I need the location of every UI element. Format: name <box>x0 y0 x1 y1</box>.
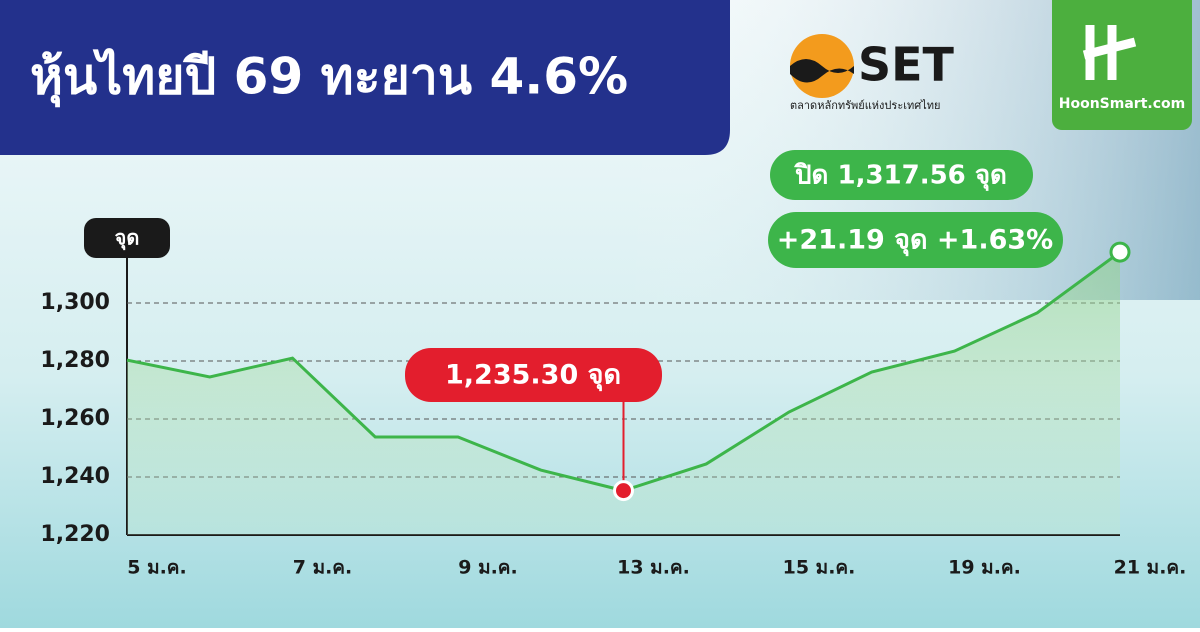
set-logo: SET ตลาดหลักทรัพย์แห่งประเทศไทย <box>790 34 955 112</box>
y-label-box <box>84 218 170 258</box>
x-tick-label: 5 ม.ค. <box>127 557 187 579</box>
title-banner <box>0 0 730 155</box>
site-logo-mark <box>1082 25 1137 80</box>
y-tick-label: 1,280 <box>40 348 110 373</box>
x-tick-label: 7 ม.ค. <box>293 557 353 579</box>
value-label: 1,235.30 จุด <box>445 360 621 392</box>
set-logo-caption: ตลาดหลักทรัพย์แห่งประเทศไทย <box>790 99 940 112</box>
value-label-box <box>770 150 1033 200</box>
value-label: ปิด 1,317.56 จุด <box>794 161 1007 192</box>
x-tick-label: 9 ม.ค. <box>458 557 518 579</box>
annotation: +21.19 จุด +1.63% <box>777 225 1053 257</box>
annotation-box <box>768 212 1063 268</box>
point <box>613 480 634 502</box>
y-tick-label: 1,300 <box>40 290 110 315</box>
y-tick-label: 1,220 <box>40 522 110 547</box>
site-logo-text: HoonSmart.com <box>1059 96 1185 112</box>
x-tick-label: 21 ม.ค. <box>1114 557 1187 579</box>
y-tick-label: 1,260 <box>40 406 110 431</box>
set-logo-text: SET <box>858 38 955 92</box>
x-tick-label: 13 ม.ค. <box>617 557 690 579</box>
x-tick-label: 19 ม.ค. <box>948 557 1021 579</box>
set-logo-wave <box>790 59 854 83</box>
line-area <box>127 252 1120 536</box>
value-label-box <box>405 348 662 402</box>
x-tick-label: 15 ม.ค. <box>783 557 856 579</box>
point <box>1109 241 1131 263</box>
y-label: จุด <box>115 226 140 251</box>
y-tick-label: 1,240 <box>40 464 110 489</box>
title: หุ้นไทยปี 69 ทะยาน 4.6% <box>30 48 628 108</box>
site-logo: HoonSmart.com <box>1052 0 1192 130</box>
